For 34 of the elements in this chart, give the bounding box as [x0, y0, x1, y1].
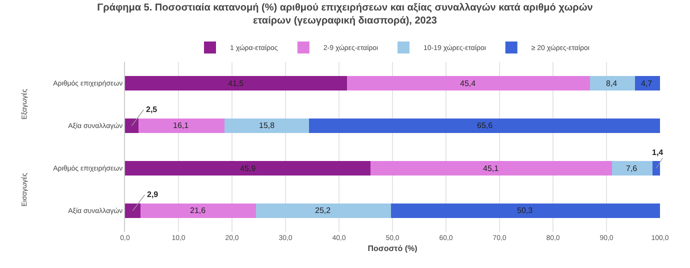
data-label: 7,6 [626, 164, 638, 173]
bar [140, 203, 256, 218]
bar [125, 118, 138, 134]
bar [590, 76, 635, 91]
data-label: 15,8 [259, 121, 276, 130]
bar [309, 118, 660, 134]
bar [370, 160, 612, 176]
data-label: 16,1 [173, 121, 190, 130]
bar [125, 76, 348, 91]
data-label: 21,6 [190, 206, 206, 215]
bar [138, 118, 225, 134]
data-label: 41,5 [228, 79, 244, 88]
chart-title: Γράφημα 5. Ποσοστιαία κατανομή (%) αριθμού επιχειρήσεων και αξίας συναλλαγών κατά αριθμό χωρών εταίρων (γεωγραφική διασπορά), 2023 [97, 2, 594, 27]
bar [652, 160, 660, 176]
data-label: 45,4 [460, 79, 476, 88]
data-label: 65,6 [477, 121, 494, 130]
bar [347, 76, 590, 91]
bar [224, 118, 310, 134]
x-axis-title: Ποσοστό (%) [368, 244, 418, 254]
bar [612, 160, 653, 176]
data-label: 25,2 [315, 206, 332, 215]
bar [634, 76, 660, 91]
bar [125, 160, 371, 176]
data-label: 1,4 [652, 148, 664, 157]
data-label: 50,3 [517, 206, 534, 215]
data-label: 8,4 [606, 79, 618, 88]
data-label: 45,9 [240, 164, 256, 173]
bar [256, 203, 391, 218]
data-label: 2,9 [147, 190, 159, 199]
data-label: 4,7 [641, 79, 653, 88]
data-label: 45,1 [483, 164, 500, 173]
data-label: 2,5 [146, 105, 158, 114]
bar [390, 203, 660, 218]
bar [125, 203, 141, 218]
